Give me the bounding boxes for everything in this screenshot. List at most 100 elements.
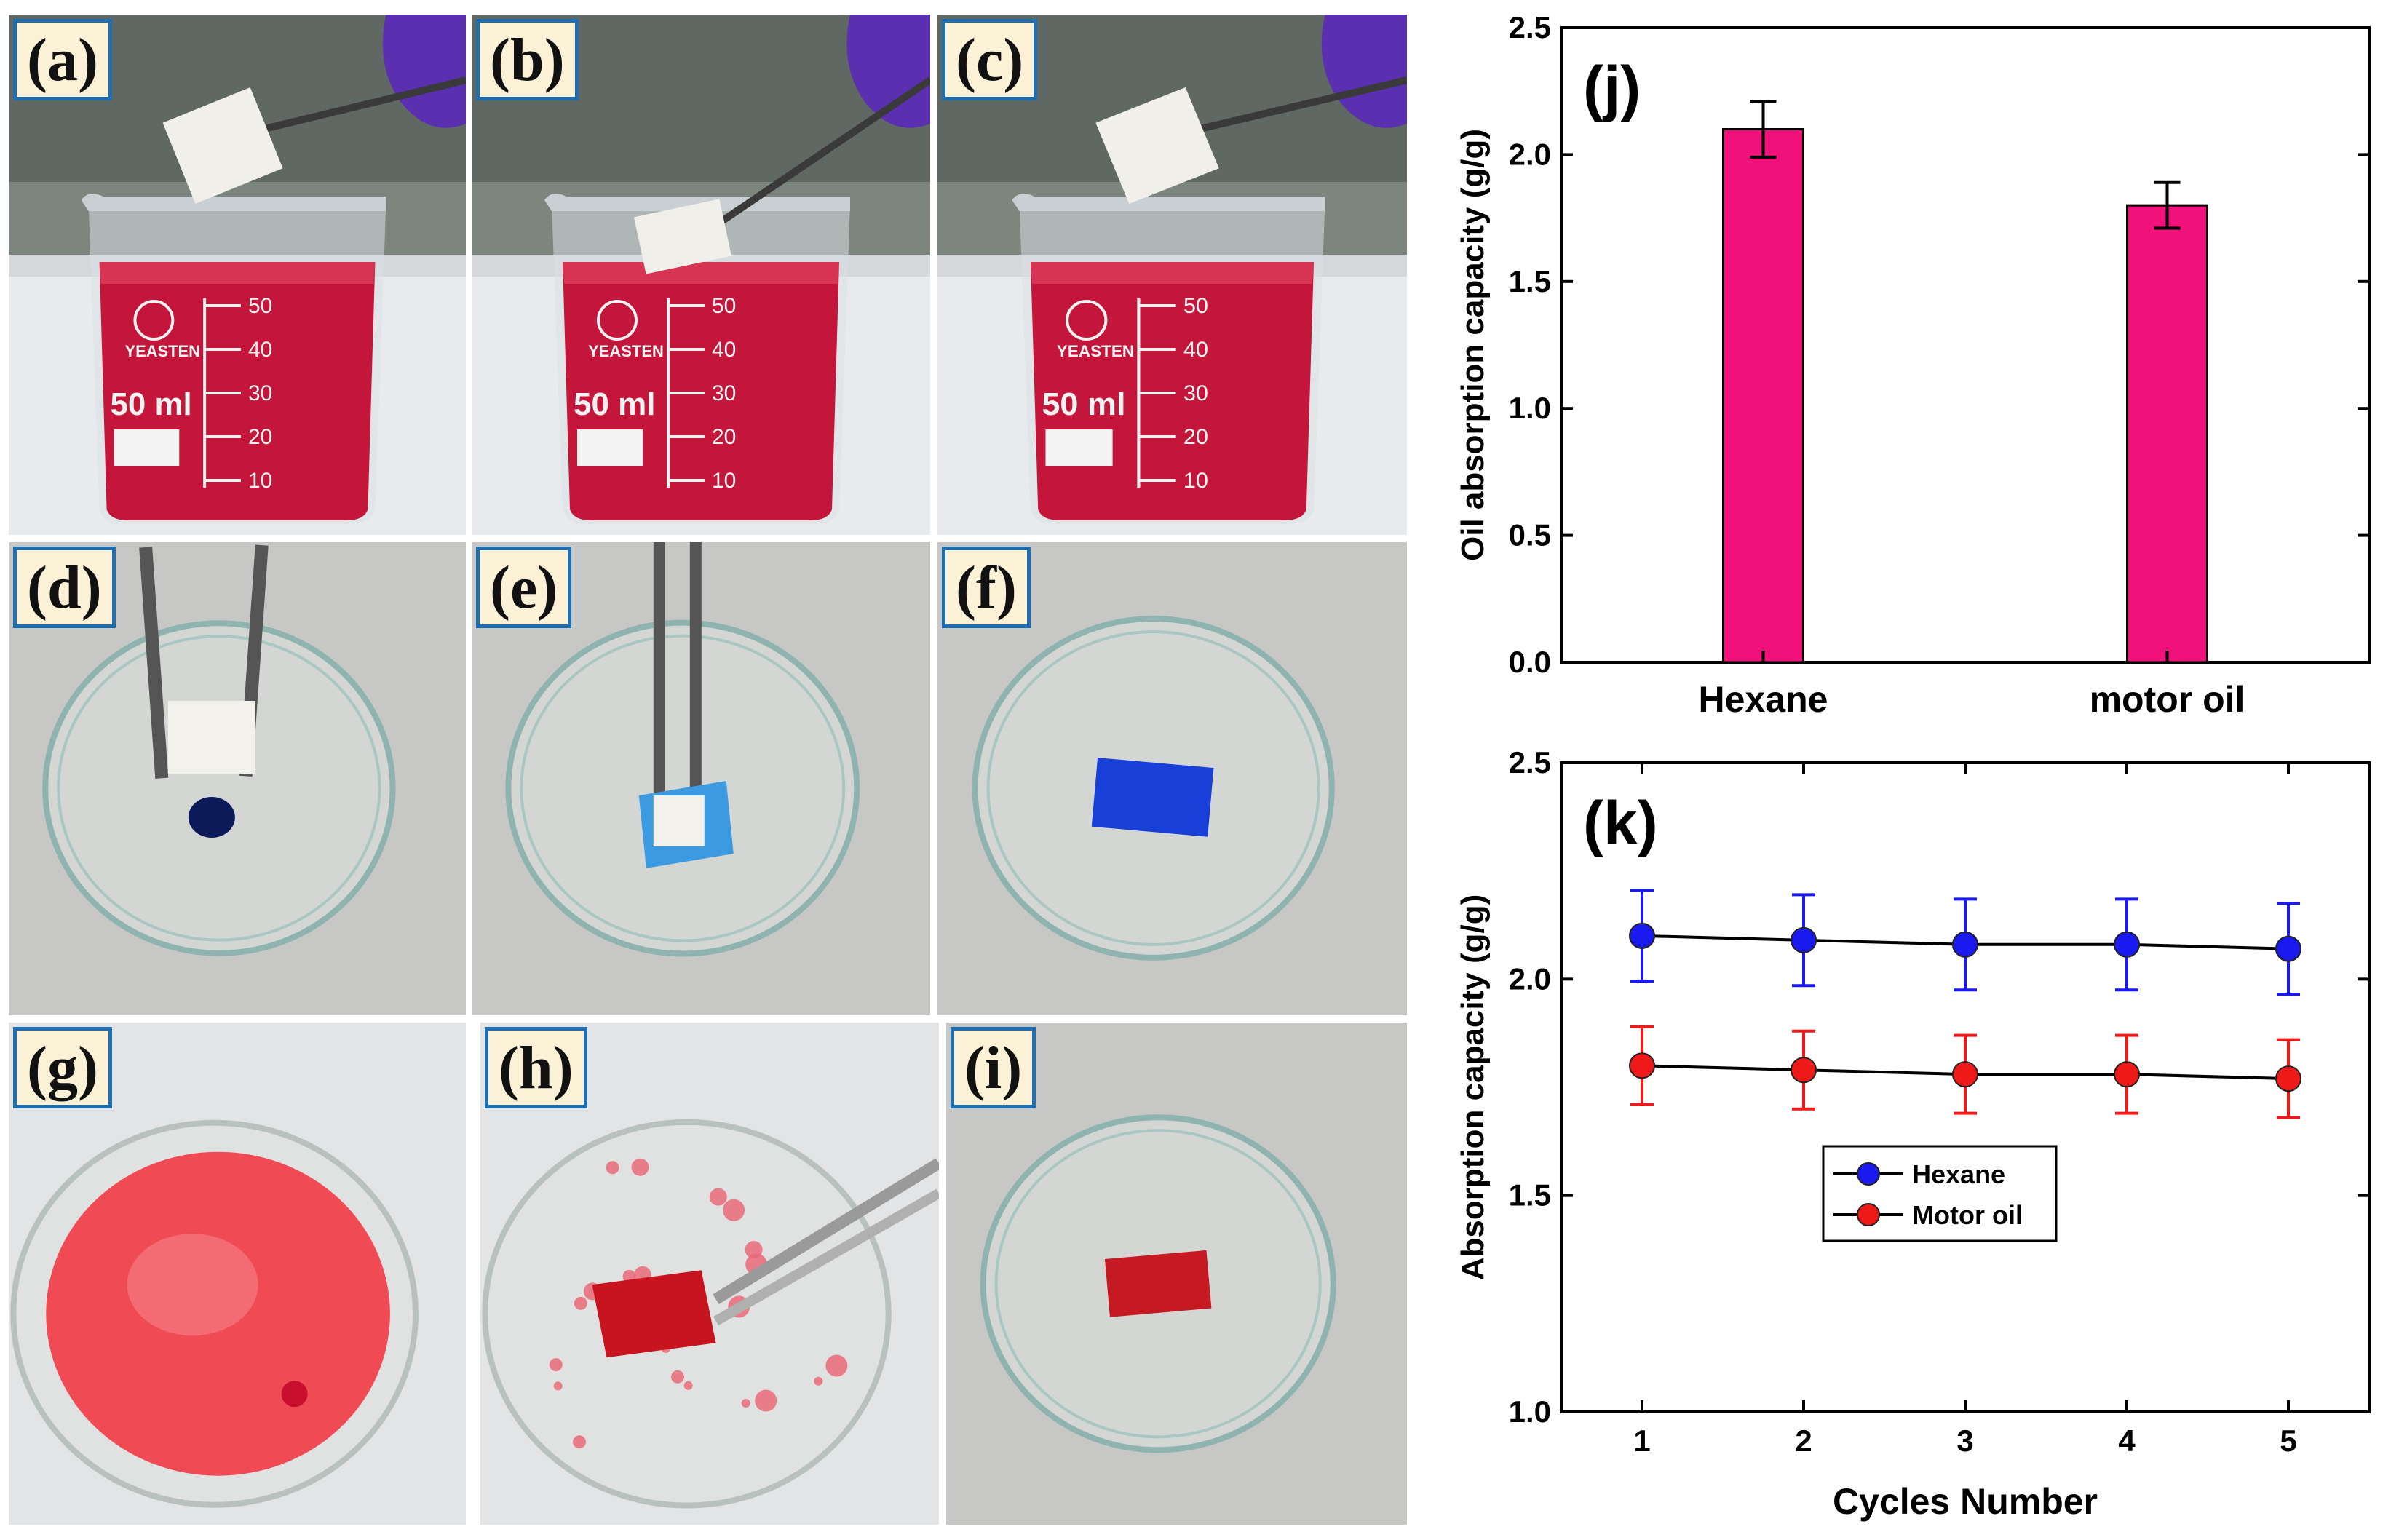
- data-point: [1629, 1052, 1655, 1079]
- photo-panel: YEASTEN 50 ml 50 40 30 20 10 (c): [937, 15, 1407, 535]
- panel-label: (h): [485, 1027, 587, 1108]
- photo-panel: YEASTEN 50 ml 50 40 30 20 10 (b): [472, 15, 930, 535]
- data-point: [1791, 926, 1817, 953]
- beaker-mark-text: 40: [248, 338, 272, 362]
- dyed-sponge: [1091, 758, 1214, 837]
- photo-illustration: YEASTEN 50 ml 50 40 30 20 10: [937, 15, 1407, 535]
- y-tick-label: 2.0: [1509, 961, 1551, 996]
- beaker-mark-text: 50: [712, 294, 736, 318]
- dyed-sponge: [592, 1270, 716, 1358]
- beaker-white-label: [577, 429, 643, 466]
- y-axis-label: Oil absorption capacity (g/g): [1455, 129, 1491, 561]
- beaker-mark-text: 20: [712, 425, 736, 449]
- x-tick-label: 3: [1956, 1424, 1973, 1458]
- beaker-volume-text: 50 ml: [574, 386, 656, 422]
- beaker-mark-text: 30: [248, 381, 272, 405]
- y-tick-label: 1.5: [1509, 1178, 1551, 1212]
- beaker-logo-icon: [1066, 300, 1108, 341]
- panel-label: (e): [476, 547, 572, 628]
- panel-label-box: [1574, 44, 1684, 124]
- photo-panel: (g): [9, 1023, 466, 1525]
- category-label: motor oil: [2090, 679, 2245, 720]
- panel-label: (g): [13, 1027, 112, 1108]
- line-chart-absorption-cycles: 1.0 1.5 2.0 2.5 1 2 3 4 5 Hexane Motor oil Absorpti…: [1427, 735, 2391, 1540]
- y-tick-label: 0.5: [1509, 518, 1551, 552]
- panel-label: (i): [951, 1027, 1036, 1108]
- beaker-white-label: [1045, 429, 1113, 466]
- photo-panel: (i): [946, 1023, 1407, 1525]
- panel-label: (j): [1583, 54, 1641, 122]
- photo-illustration: [9, 542, 466, 1015]
- data-point: [2275, 1065, 2301, 1092]
- photo-panel: (d): [9, 542, 466, 1015]
- beaker-mark-text: 10: [248, 469, 272, 493]
- photo-panel: (e): [472, 542, 930, 1015]
- photo-illustration: YEASTEN 50 ml 50 40 30 20 10: [472, 15, 930, 535]
- beaker-mark-text: 20: [248, 425, 272, 449]
- y-tick-label: 1.0: [1509, 391, 1551, 425]
- panel-label: (b): [476, 19, 579, 100]
- beaker-mark-text: 40: [712, 338, 736, 362]
- legend-marker: [1857, 1203, 1880, 1226]
- line-chart-svg: 1.0 1.5 2.0 2.5 1 2 3 4 5 Hexane Motor oil Absorpti…: [1455, 745, 2371, 1522]
- y-tick-label: 1.0: [1509, 1394, 1551, 1429]
- beaker-mark-text: 30: [712, 381, 736, 405]
- beaker-mark-text: 10: [1183, 469, 1208, 493]
- beaker-white-label: [114, 429, 180, 466]
- dye-drop: [188, 797, 235, 838]
- bar-chart-svg: 0.0 0.5 1.0 1.5 2.0 2.5 Hexane motor oil Oil abs…: [1455, 10, 2371, 720]
- beaker-logo-icon: [597, 300, 638, 341]
- bar-chart-oil-absorption: 0.0 0.5 1.0 1.5 2.0 2.5 Hexane motor oil Oil abs…: [1427, 0, 2391, 735]
- legend: [1822, 1145, 2058, 1242]
- sponge: [1095, 87, 1219, 204]
- panel-label: (d): [13, 547, 116, 628]
- x-tick-label: 1: [1633, 1424, 1650, 1458]
- beaker-volume-text: 50 ml: [111, 386, 192, 422]
- beaker-mark-text: 50: [248, 294, 272, 318]
- sponge: [633, 199, 732, 274]
- category-label: Hexane: [1699, 679, 1828, 720]
- x-axis-label: Cycles Number: [1833, 1481, 2098, 1522]
- data-point: [2114, 1061, 2140, 1088]
- data-point: [1629, 922, 1655, 949]
- beaker-brand-text: YEASTEN: [588, 342, 664, 360]
- data-point: [2275, 935, 2301, 962]
- beaker-logo-icon: [133, 300, 175, 341]
- data-point: [1791, 1057, 1817, 1084]
- beaker-mark-text: 10: [712, 469, 736, 493]
- data-point: [2114, 931, 2140, 958]
- photo-panel: (f): [937, 542, 1407, 1015]
- sponge: [162, 87, 283, 204]
- beaker-mark-text: 40: [1183, 338, 1208, 362]
- photo-illustration: YEASTEN 50 ml 50 40 30 20 10: [9, 15, 466, 535]
- beaker-mark-text: 30: [1183, 381, 1208, 405]
- plot-frame: [1560, 26, 2371, 664]
- bar: [1722, 128, 1804, 664]
- legend-entry: Hexane: [1912, 1159, 2005, 1189]
- data-point: [1952, 931, 1978, 958]
- bar: [2126, 204, 2208, 664]
- beaker-brand-text: YEASTEN: [1057, 342, 1134, 360]
- panel-label: (k): [1583, 789, 1658, 857]
- beaker-brand-text: YEASTEN: [124, 342, 200, 360]
- data-point: [1952, 1061, 1978, 1088]
- panel-label: (a): [13, 19, 112, 100]
- photo-panel: (h): [480, 1023, 939, 1525]
- x-tick-label: 4: [2118, 1424, 2136, 1458]
- x-tick-label: 2: [1795, 1424, 1812, 1458]
- y-tick-label: 2.5: [1509, 745, 1551, 779]
- panel-label: (c): [942, 19, 1038, 100]
- dyed-sponge: [1104, 1250, 1212, 1317]
- y-tick-label: 0.0: [1509, 645, 1551, 679]
- beaker-mark-text: 20: [1183, 425, 1208, 449]
- photo-illustration: [946, 1023, 1407, 1525]
- legend-marker: [1857, 1162, 1880, 1186]
- y-tick-label: 2.5: [1509, 10, 1551, 44]
- photo-illustration: [9, 1023, 466, 1525]
- beaker-volume-text: 50 ml: [1042, 386, 1125, 421]
- y-tick-label: 1.5: [1509, 264, 1551, 298]
- x-tick-label: 5: [2280, 1424, 2296, 1458]
- photo-illustration: [480, 1023, 939, 1525]
- y-axis-label: Absorption capacity (g/g): [1455, 894, 1491, 1280]
- photo-panel: YEASTEN 50 ml 50 40 30 20 10 (a): [9, 15, 466, 535]
